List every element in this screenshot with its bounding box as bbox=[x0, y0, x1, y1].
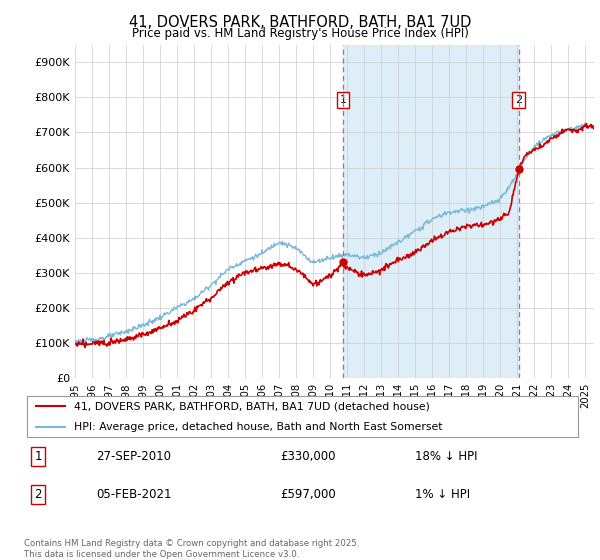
Text: Contains HM Land Registry data © Crown copyright and database right 2025.
This d: Contains HM Land Registry data © Crown c… bbox=[24, 539, 359, 559]
Text: Price paid vs. HM Land Registry's House Price Index (HPI): Price paid vs. HM Land Registry's House … bbox=[131, 27, 469, 40]
FancyBboxPatch shape bbox=[27, 396, 578, 437]
Text: 2: 2 bbox=[515, 95, 523, 105]
Text: 1: 1 bbox=[340, 95, 347, 105]
Text: £330,000: £330,000 bbox=[281, 450, 336, 463]
Text: 1% ↓ HPI: 1% ↓ HPI bbox=[415, 488, 470, 501]
Text: 27-SEP-2010: 27-SEP-2010 bbox=[97, 450, 172, 463]
Text: 41, DOVERS PARK, BATHFORD, BATH, BA1 7UD: 41, DOVERS PARK, BATHFORD, BATH, BA1 7UD bbox=[129, 15, 471, 30]
Text: 41, DOVERS PARK, BATHFORD, BATH, BA1 7UD (detached house): 41, DOVERS PARK, BATHFORD, BATH, BA1 7UD… bbox=[74, 401, 430, 411]
Text: 05-FEB-2021: 05-FEB-2021 bbox=[97, 488, 172, 501]
Bar bbox=[343, 45, 519, 378]
Text: 18% ↓ HPI: 18% ↓ HPI bbox=[415, 450, 477, 463]
Text: 2: 2 bbox=[34, 488, 42, 501]
Text: £597,000: £597,000 bbox=[281, 488, 337, 501]
Text: 1: 1 bbox=[34, 450, 42, 463]
Text: HPI: Average price, detached house, Bath and North East Somerset: HPI: Average price, detached house, Bath… bbox=[74, 422, 443, 432]
